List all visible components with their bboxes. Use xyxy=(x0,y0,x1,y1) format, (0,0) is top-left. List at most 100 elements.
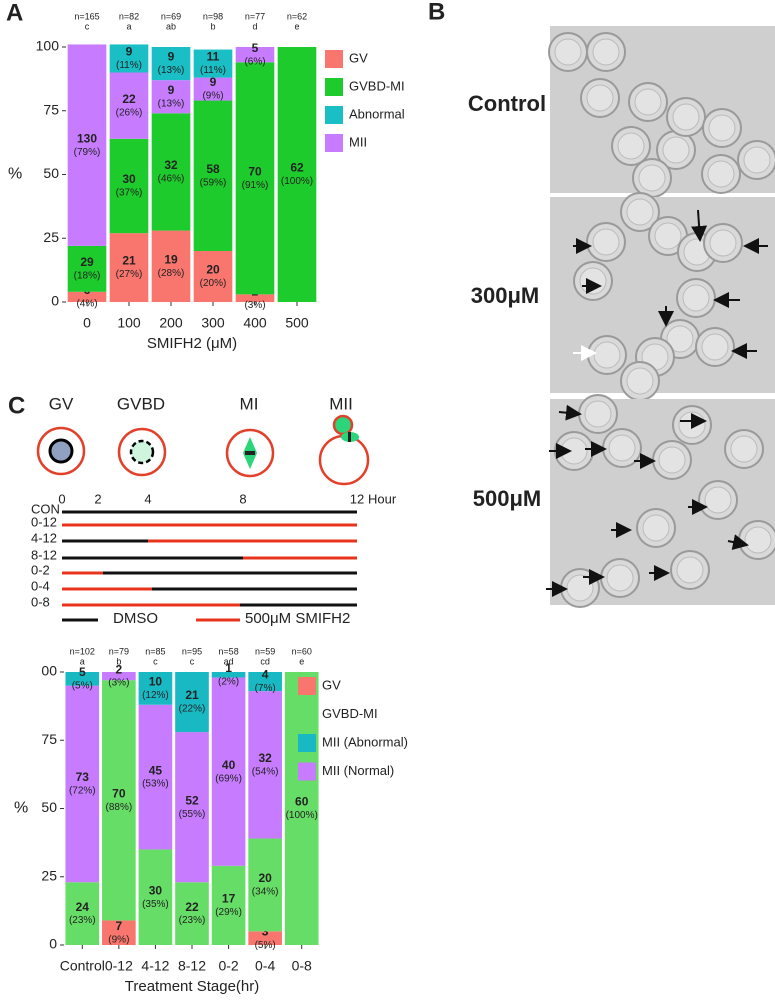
oocyte-inner xyxy=(566,574,594,602)
bar-segment xyxy=(193,77,233,101)
row-label: 8-12 xyxy=(31,547,57,562)
bar-segment xyxy=(277,47,317,302)
oocyte-inner xyxy=(626,198,654,226)
bar-segment xyxy=(211,865,246,945)
bar-segment xyxy=(175,732,209,883)
bar-segment xyxy=(193,49,233,78)
oocyte-inner xyxy=(626,367,654,395)
oocyte-inner xyxy=(709,229,737,257)
y-tick-label: 75 xyxy=(41,731,57,747)
x-axis-label: Treatment Stage(hr) xyxy=(125,978,260,995)
value-label: (53%) xyxy=(142,779,169,790)
oocyte-inner xyxy=(584,400,612,428)
hour-label: 0 xyxy=(58,491,65,506)
value-label: (26%) xyxy=(116,107,143,118)
count-label: 9 xyxy=(126,45,133,59)
bar-segment xyxy=(138,849,173,945)
legend-label: MII xyxy=(349,134,367,149)
count-label: 19 xyxy=(164,252,178,266)
count-label: 52 xyxy=(185,793,199,807)
value-label: (54%) xyxy=(252,766,279,777)
value-label: (3%) xyxy=(108,678,129,689)
n-label: n=98 xyxy=(203,11,223,21)
oocyte-inner xyxy=(678,411,706,439)
count-label: 4 xyxy=(262,668,269,682)
hour-label: 12 xyxy=(350,491,364,506)
n-label: n=85 xyxy=(145,646,165,656)
group-letter: c xyxy=(190,656,195,666)
oocyte-inner xyxy=(592,38,620,66)
count-label: 24 xyxy=(76,900,90,914)
bar-segment xyxy=(65,672,100,686)
value-label: (100%) xyxy=(286,810,318,821)
group-letter: ad xyxy=(224,656,234,666)
bar-segment xyxy=(67,245,107,292)
n-label: n=69 xyxy=(161,11,181,21)
count-label: 70 xyxy=(112,786,126,800)
value-label: (46%) xyxy=(158,174,185,185)
legend-label: GVBD-MI xyxy=(322,706,378,721)
value-label: (22%) xyxy=(179,704,206,715)
value-label: (79%) xyxy=(74,147,101,158)
value-label: (3%) xyxy=(244,300,265,311)
n-label: n=82 xyxy=(119,11,139,21)
value-label: (4%) xyxy=(76,299,97,310)
oocyte-inner xyxy=(704,486,732,514)
count-label: 2 xyxy=(116,662,123,676)
value-label: (9%) xyxy=(108,934,129,945)
chromosomes xyxy=(348,432,351,442)
row-label: 0-12 xyxy=(31,514,57,529)
oocyte-inner xyxy=(672,103,700,131)
legend-label: DMSO xyxy=(113,610,158,627)
oocyte-inner xyxy=(579,267,607,295)
bar-segment xyxy=(235,294,275,302)
row-label: 0-4 xyxy=(31,578,50,593)
x-tick-label: 300 xyxy=(201,315,225,331)
value-label: (5%) xyxy=(72,680,93,691)
group-letter: b xyxy=(116,656,121,666)
n-label: n=59 xyxy=(255,646,275,656)
bar-segment xyxy=(109,138,149,234)
legend-swatch xyxy=(325,50,343,68)
nucleus xyxy=(48,438,74,464)
y-tick-label: 100 xyxy=(36,38,60,54)
count-label: 1 xyxy=(225,661,232,675)
legend-label: GVBD-MI xyxy=(349,78,405,93)
oocyte-inner xyxy=(666,325,694,353)
n-label: n=79 xyxy=(109,646,129,656)
bar-segment xyxy=(248,931,282,945)
y-axis-label: % xyxy=(8,166,22,183)
value-label: (5%) xyxy=(255,940,276,951)
legend-label: Abnormal xyxy=(349,106,405,121)
n-label: n=62 xyxy=(287,11,307,21)
count-label: 9 xyxy=(210,75,217,89)
legend-swatch xyxy=(298,734,316,752)
hour-label: 8 xyxy=(239,491,246,506)
legend-swatch xyxy=(325,106,343,124)
group-letter: d xyxy=(252,21,257,31)
oocyte-inner xyxy=(662,136,690,164)
bar-segment xyxy=(175,672,209,733)
bar-segment xyxy=(138,704,173,850)
panel-letter: C xyxy=(8,392,25,419)
count-label: 11 xyxy=(207,50,220,64)
stage-label: MI xyxy=(240,394,259,413)
count-label: 9 xyxy=(168,50,175,64)
legend-label: GV xyxy=(322,677,341,692)
group-letter: ab xyxy=(166,21,176,31)
value-label: (23%) xyxy=(179,915,206,926)
oocyte-inner xyxy=(682,284,710,312)
count-label: 5 xyxy=(252,41,259,55)
y-tick-label: 25 xyxy=(41,867,57,883)
count-label: 7 xyxy=(116,919,123,933)
n-label: n=60 xyxy=(292,646,312,656)
row-label: 4-12 xyxy=(31,530,57,545)
bar-segment xyxy=(151,80,191,114)
stage-label: GV xyxy=(49,394,74,413)
bar-segment xyxy=(211,672,246,678)
hour-label: 2 xyxy=(94,491,101,506)
value-label: (28%) xyxy=(158,268,185,279)
count-label: 32 xyxy=(164,158,178,172)
x-tick-label: 400 xyxy=(243,315,267,331)
